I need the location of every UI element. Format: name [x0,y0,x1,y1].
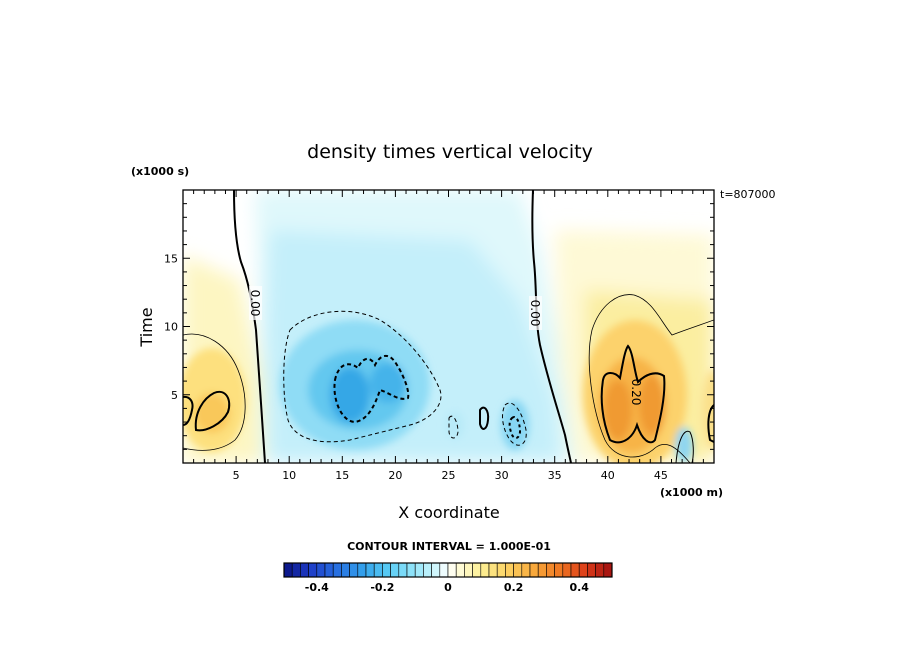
heatmap-field: 0.00 0.00 0.20 [183,190,714,463]
colorbar-segment [554,562,564,578]
contour-label-text: 0.00 [248,290,262,317]
colorbar-segment [488,562,498,578]
y-tick-label: 15 [164,252,178,265]
x-tick-label: 40 [601,469,615,482]
contour-label-0-20: 0.20 [629,379,643,406]
colorbar-segment [332,562,342,578]
colorbar-segment [537,562,547,578]
x-axis-label: X coordinate [398,503,499,522]
x-tick-label: 10 [282,469,296,482]
colorbar-segment [406,562,416,578]
negative-contour-inner [333,354,410,424]
colorbar-segment [513,562,523,578]
colorbar-tick-label: -0.2 [370,581,394,594]
colorbar-segment [578,562,588,578]
colorbar-segment [480,562,490,578]
colorbar-segment [464,562,473,578]
colorbar-segment [603,562,613,578]
contour-label-0-right: 0.00 [528,296,542,330]
colorbar-segment [341,562,350,578]
y-tick-label: 10 [164,321,178,334]
negative-contour-small-3 [448,415,459,439]
colorbar-segment [283,562,293,578]
negative-contour-outer [283,310,442,443]
x-tick-label: 45 [654,469,668,482]
colorbar-segment [324,562,334,578]
contour-label-0-left: 0.00 [248,286,262,320]
colorbar-segment [595,562,605,578]
y-axis-ticks: 5 10 15 [164,203,714,450]
colorbar-segment [414,562,424,578]
contour-interval-label: CONTOUR INTERVAL = 1.000E-01 [347,540,551,553]
contour-bottom-sliver [675,430,694,463]
colorbar-segment [300,562,309,578]
contour-left-thin [183,333,246,451]
x-tick-label: 30 [495,469,509,482]
y-axis-label: Time [137,307,156,347]
y-units-label: (x1000 s) [131,165,189,178]
x-tick-label: 35 [548,469,562,482]
colorbar-tick-label: 0.2 [504,581,524,594]
colorbar-segment [423,562,432,578]
colorbar-segment [308,562,318,578]
time-stamp: t=807000 [720,188,776,201]
x-axis-ticks: 5 10 15 20 25 30 35 40 45 [193,190,704,482]
contour-left-edge [183,395,194,426]
colorbar-segment [521,562,531,578]
contour-left-thick [194,390,231,432]
colorbar-segment [529,562,539,578]
colorbar-segment [587,562,596,578]
colorbar-segment [455,562,465,578]
negative-small-2 [446,411,464,439]
colorbar-segment [365,562,375,578]
negative-contour-small-1 [502,402,527,446]
colorbar-segment [398,562,408,578]
colorbar-tick-label: -0.4 [305,581,329,594]
colorbar-segment [562,562,572,578]
x-tick-label: 20 [388,469,402,482]
chart-title: density times vertical velocity [307,141,593,163]
colorbar-tick-label: 0 [444,581,452,594]
colorbar-segment [496,562,506,578]
colorbar-segment [505,562,514,578]
x-tick-label: 5 [233,469,240,482]
positive-contour-inner-right [600,344,666,444]
contour-label-text: 0.00 [528,300,542,327]
colorbar-segment [382,562,391,578]
negative-contour-small-4 [479,406,490,430]
negative-peak-1 [330,367,370,423]
colorbar-segment [439,562,449,578]
colorbar-segment [373,562,383,578]
colorbar-segment [570,562,580,578]
colorbar-frame [283,562,613,578]
colorbar-segment [390,562,400,578]
y-tick-label: 5 [171,389,178,402]
zero-contour-right [531,190,572,463]
colorbar-segment [349,562,359,578]
positive-right-peak-1 [604,380,632,440]
colorbar-segment [447,562,457,578]
negative-peak-2 [370,363,406,403]
positive-edge-right [702,370,714,450]
negative-small-1 [501,400,529,450]
positive-right-peak-2 [639,375,665,435]
x-units-label: (x1000 m) [660,486,723,499]
negative-sliver-1 [675,427,693,463]
colorbar-segment [431,562,441,578]
colorbar-segment [316,562,326,578]
colorbar-segment [357,562,367,578]
contour-label-text: 0.20 [629,379,643,406]
x-tick-label: 25 [442,469,456,482]
colorbar-tick-label: 0.4 [569,581,589,594]
colorbar-segment [472,562,482,578]
colorbar-segment [291,562,301,578]
colorbar [283,562,613,578]
x-tick-label: 15 [335,469,349,482]
negative-contour-small-2 [508,416,522,439]
colorbar-ticks: -0.4 -0.2 0 0.2 0.4 [305,581,590,594]
colorbar-segment [546,562,555,578]
contour-right-edge [707,404,714,443]
